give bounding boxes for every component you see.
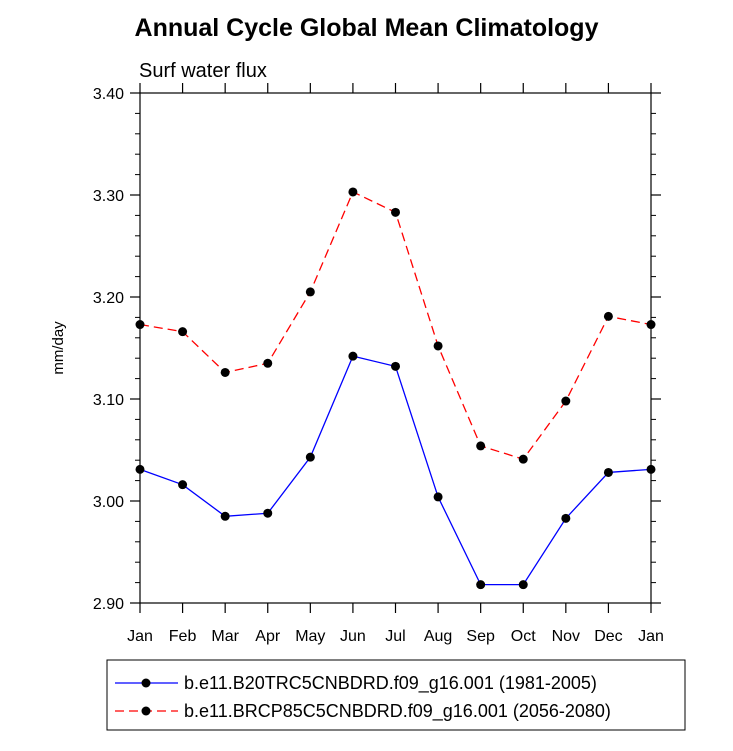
series-2-point xyxy=(178,327,188,337)
series-1-point xyxy=(433,492,443,502)
series-1-point xyxy=(348,351,358,361)
y-tick-label: 3.00 xyxy=(93,494,124,511)
series-line-1 xyxy=(139,355,652,586)
x-tick-label: Mar xyxy=(211,628,239,645)
y-tick-label: 2.90 xyxy=(93,596,124,613)
x-tick-label: Jul xyxy=(385,628,405,645)
series-2-point xyxy=(220,367,230,377)
plot-frame xyxy=(139,92,652,604)
x-tick-label: Dec xyxy=(594,628,622,645)
series-2-point xyxy=(561,396,571,406)
series-line-2 xyxy=(139,191,652,460)
series-1-point xyxy=(220,511,230,521)
x-tick-label: Sep xyxy=(466,628,495,645)
x-tick-label: Nov xyxy=(552,628,580,645)
series-1-point xyxy=(305,452,315,462)
series-1-point xyxy=(561,513,571,523)
x-tick-label: Jun xyxy=(340,628,366,645)
series-1-point xyxy=(178,480,188,490)
y-tick-label: 3.10 xyxy=(93,392,124,409)
series-2-point xyxy=(603,311,613,321)
y-tick-label: 3.20 xyxy=(93,290,124,307)
x-tick-label: Jan xyxy=(127,628,153,645)
series-1-point xyxy=(391,361,400,371)
series-2-point xyxy=(135,320,145,330)
y-axis-label: mm/day xyxy=(50,321,67,375)
legend-marker-1 xyxy=(141,678,151,688)
legend-label-2: b.e11.BRCP85C5CNBDRD.f09_g16.001 (2056-2… xyxy=(184,701,611,722)
x-tick-label: May xyxy=(295,628,325,645)
x-tick-label: Oct xyxy=(511,628,536,645)
series-1-point xyxy=(263,508,273,518)
series-1-point xyxy=(135,464,145,474)
series-1-point xyxy=(646,464,656,474)
legend-label-1: b.e11.B20TRC5CNBDRD.f09_g16.001 (1981-20… xyxy=(184,673,597,694)
series-2-point xyxy=(433,341,443,351)
y-tick-label: 3.40 xyxy=(93,86,124,103)
legend-box xyxy=(106,659,686,731)
series-2-point xyxy=(391,207,400,217)
series-1-point xyxy=(476,580,486,590)
series-2-point xyxy=(646,320,656,330)
y-tick-label: 3.30 xyxy=(93,188,124,205)
series-2-point xyxy=(518,454,528,464)
x-tick-label: Feb xyxy=(169,628,197,645)
x-tick-label: Jan xyxy=(638,628,664,645)
x-tick-label: Apr xyxy=(255,628,281,645)
legend-marker-2 xyxy=(141,706,151,716)
x-tick-label: Aug xyxy=(424,628,452,645)
series-2-point xyxy=(305,287,315,297)
series-2-point xyxy=(348,187,358,197)
series-2-point xyxy=(476,441,486,451)
series-1-point xyxy=(603,467,613,477)
series-1-point xyxy=(518,580,528,590)
chart-title: Annual Cycle Global Mean Climatology xyxy=(134,14,599,42)
series-2-point xyxy=(263,358,273,368)
chart-subtitle: Surf water flux xyxy=(139,60,267,82)
